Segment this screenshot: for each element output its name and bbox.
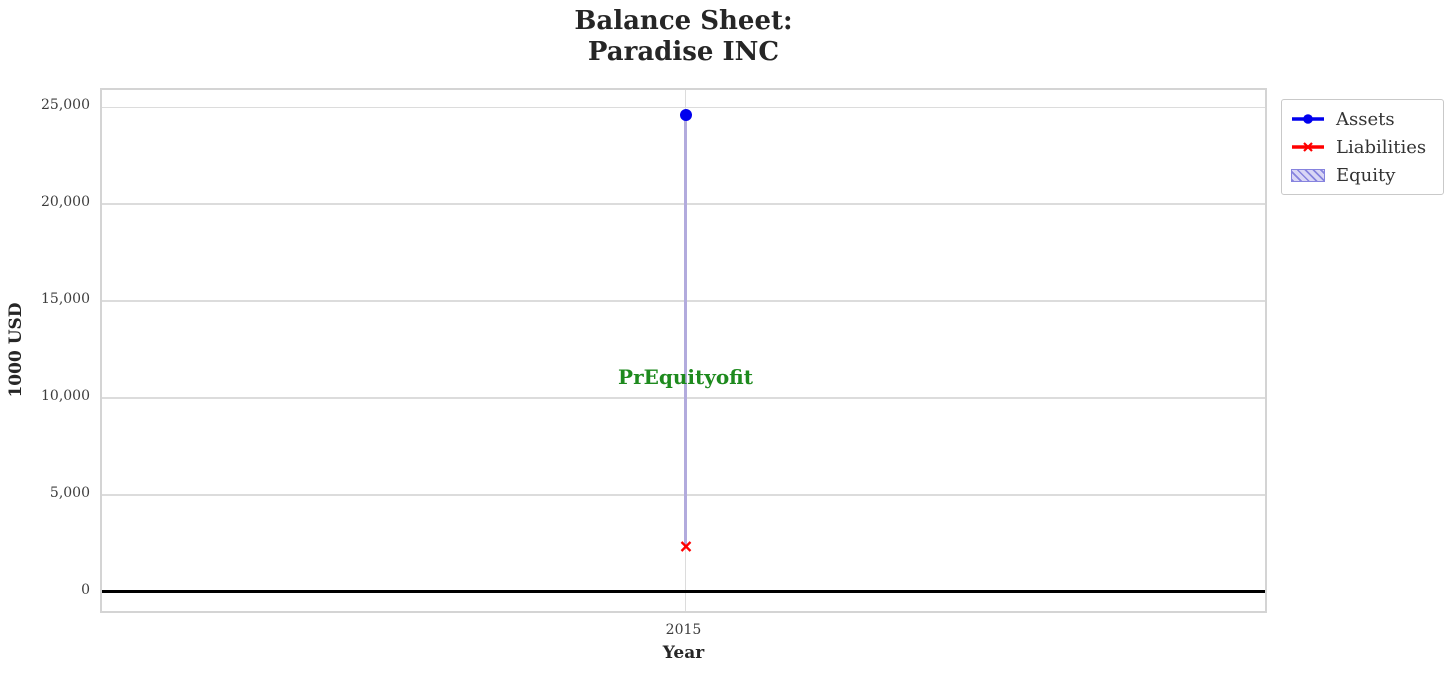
gridline bbox=[102, 300, 1265, 302]
equity-band bbox=[684, 115, 687, 547]
legend-item-assets: Assets bbox=[1291, 107, 1434, 131]
gridline bbox=[102, 397, 1265, 399]
chart-title: Balance Sheet: Paradise INC bbox=[574, 6, 793, 67]
assets-line-circle-icon bbox=[1291, 112, 1325, 126]
y-tick-label: 20,000 bbox=[41, 194, 90, 211]
assets-point bbox=[679, 109, 692, 122]
x-axis-tick-label: 2015 bbox=[665, 622, 702, 638]
gridline bbox=[102, 494, 1265, 496]
liabilities-point bbox=[680, 537, 692, 556]
y-axis-tick-labels: 0 5,000 10,000 15,000 20,000 25,000 bbox=[0, 88, 90, 613]
gridline bbox=[102, 203, 1265, 206]
legend-item-equity: Equity bbox=[1291, 163, 1434, 187]
x-axis-label: Year bbox=[662, 643, 705, 663]
zero-line bbox=[102, 590, 1265, 594]
legend: Assets Liabilities Equity bbox=[1281, 99, 1444, 195]
legend-item-liabilities: Liabilities bbox=[1291, 135, 1434, 159]
legend-label: Equity bbox=[1336, 164, 1396, 186]
y-tick-label: 5,000 bbox=[49, 484, 90, 501]
y-tick-label: 10,000 bbox=[41, 388, 90, 405]
legend-label: Liabilities bbox=[1336, 136, 1427, 158]
plot-area: PrEquityofit bbox=[100, 88, 1267, 613]
y-tick-label: 0 bbox=[81, 581, 90, 598]
equity-annotation: PrEquityofit bbox=[618, 364, 753, 389]
legend-label: Assets bbox=[1336, 108, 1395, 130]
y-tick-label: 15,000 bbox=[41, 291, 90, 308]
liabilities-line-x-icon bbox=[1291, 140, 1325, 154]
equity-hatch-patch-icon bbox=[1291, 168, 1325, 182]
gridline bbox=[102, 106, 1265, 109]
y-tick-label: 25,000 bbox=[41, 97, 90, 114]
